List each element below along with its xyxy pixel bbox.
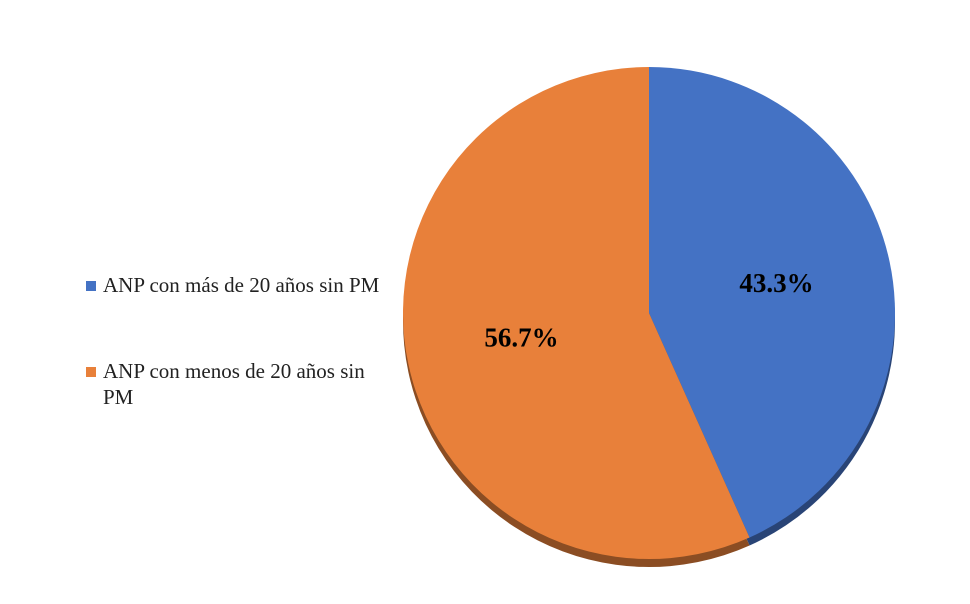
legend-item: ANP con menos de 20 años sin PM — [86, 358, 386, 410]
legend-label: ANP con menos de 20 años sin PM — [103, 359, 365, 409]
slice — [649, 67, 895, 538]
legend-swatch — [86, 367, 96, 377]
data-label: 56.7% — [484, 322, 558, 352]
legend-item: ANP con más de 20 años sin PM — [86, 272, 386, 298]
data-label: 43.3% — [739, 268, 813, 298]
legend-label: ANP con más de 20 años sin PM — [103, 273, 380, 297]
legend-swatch — [86, 281, 96, 291]
legend: ANP con más de 20 años sin PM ANP con men… — [86, 272, 386, 470]
slice — [402, 67, 750, 559]
